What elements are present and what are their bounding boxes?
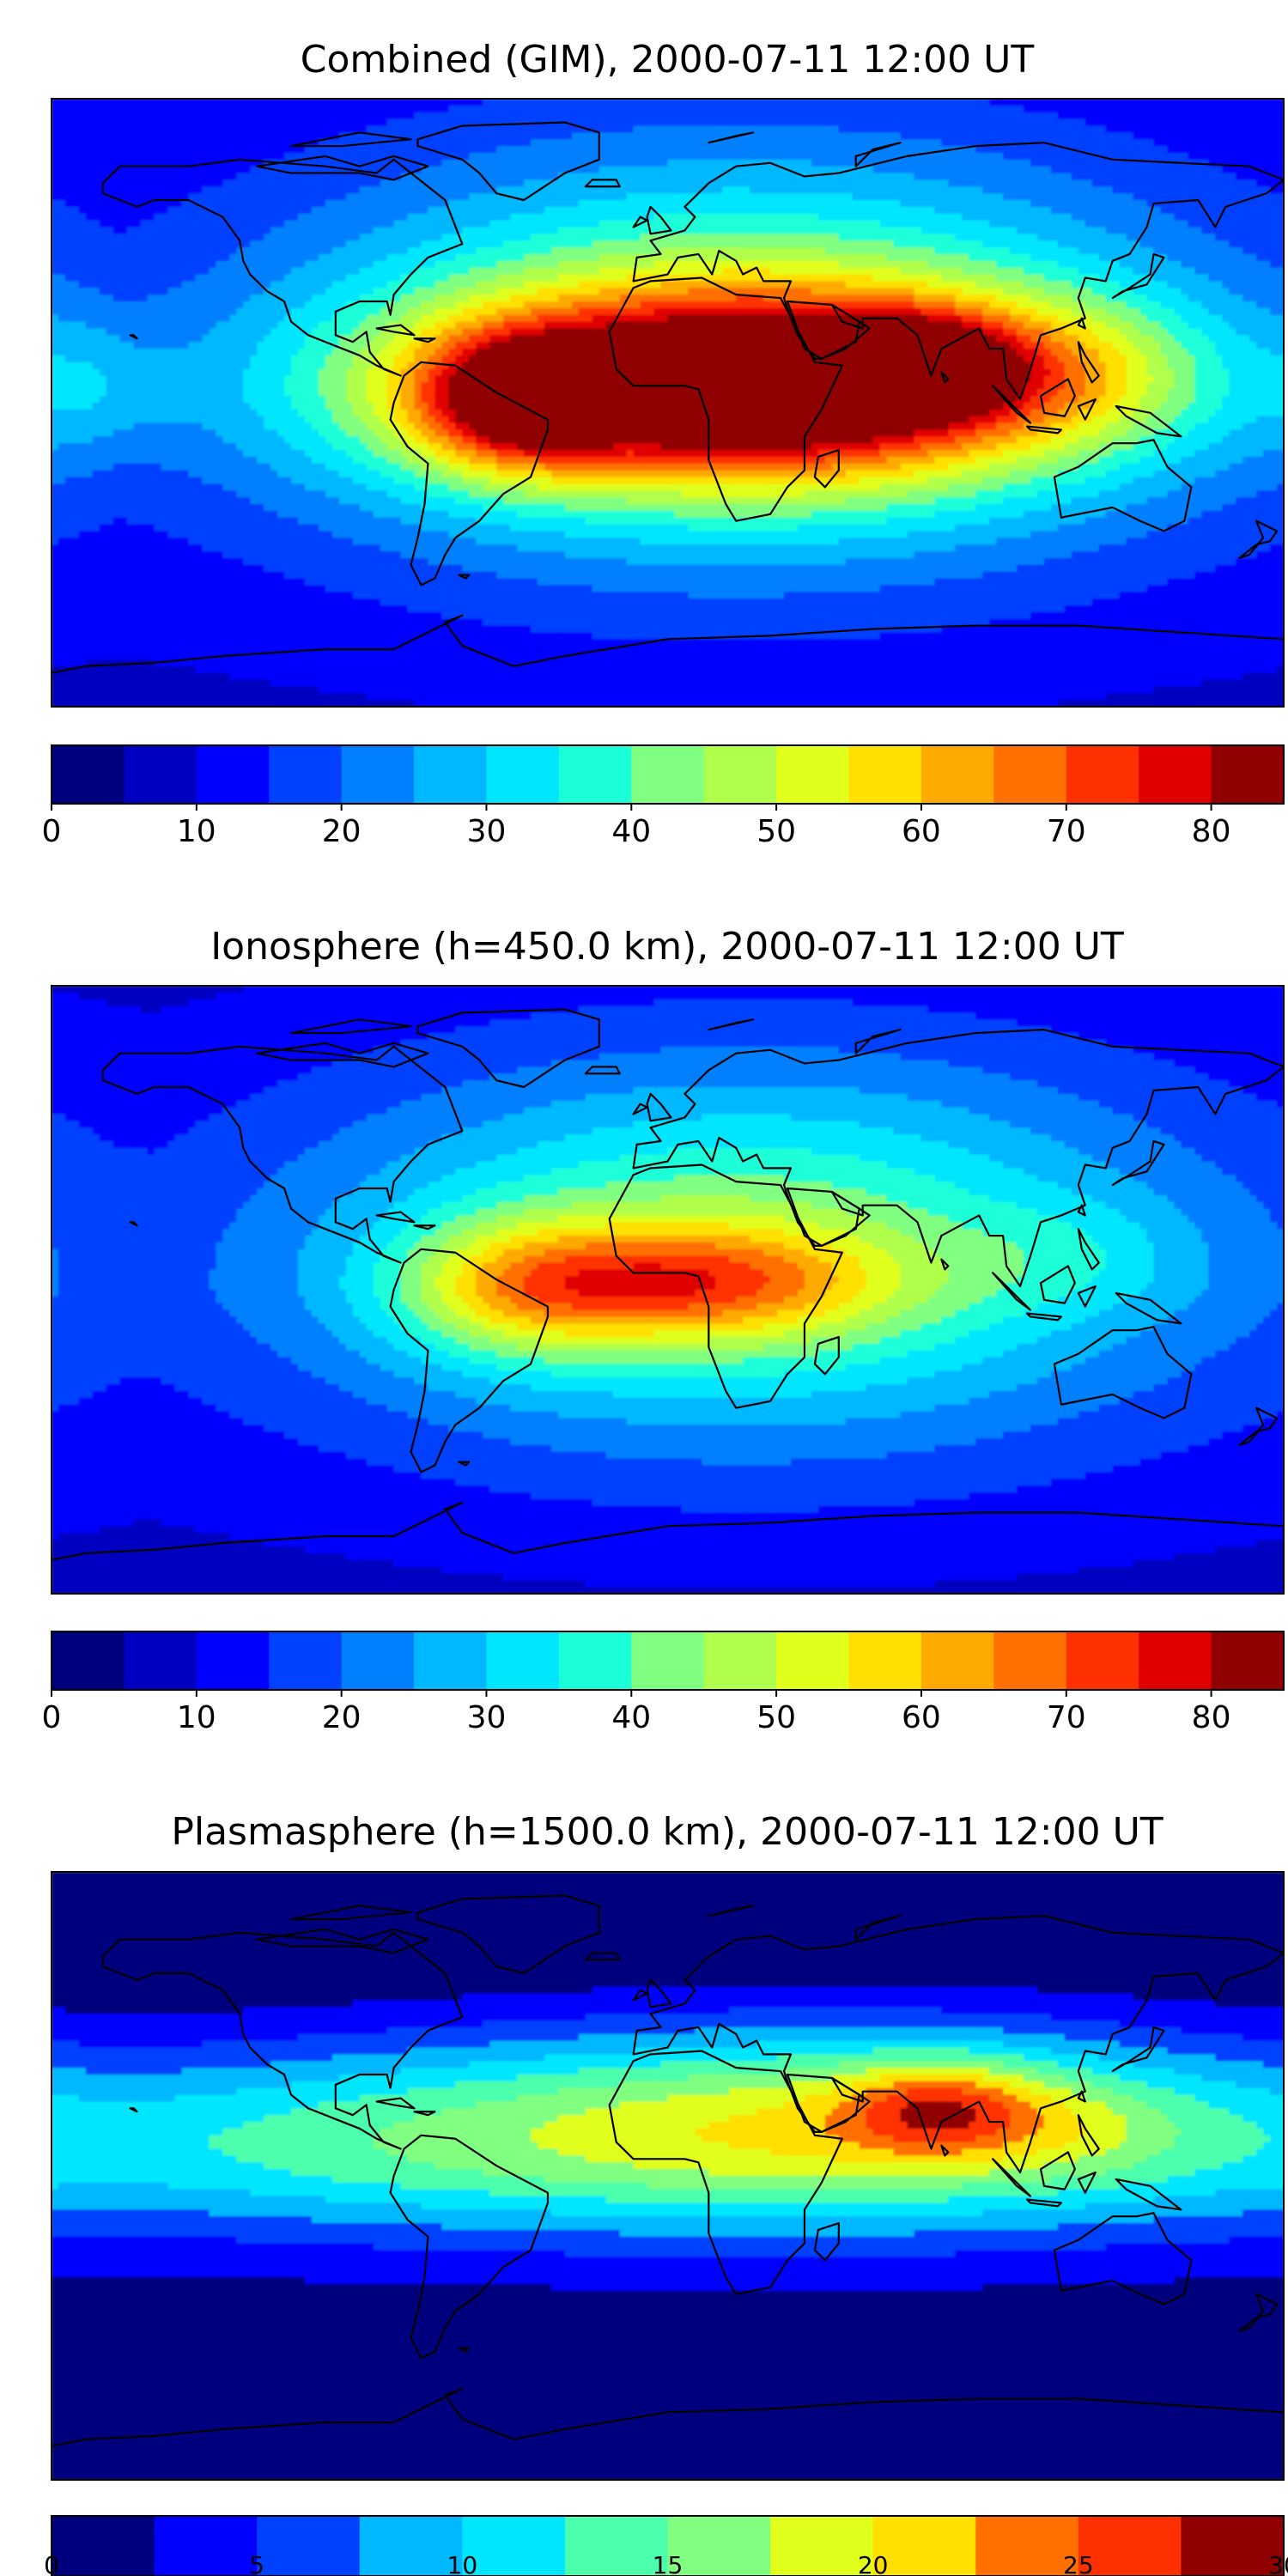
colorbar-tick-label: 30 [1268,2551,1288,2576]
colorbar-bin [257,2516,361,2576]
map-field [52,986,1284,1594]
colorbar-tick-label: 60 [902,814,941,849]
colorbar-bin [486,1631,560,1690]
panel-ionosphere: Ionosphere (h=450.0 km), 2000-07-11 12:0… [42,925,1285,1735]
colorbar-bin [703,745,777,804]
map-field [52,99,1284,707]
colorbar-frame [51,744,1285,805]
colorbar-bin [631,745,705,804]
colorbar: 0 5 10 15 20 25 30 [44,2515,1288,2576]
colorbar-bin [1066,745,1139,804]
colorbar-bin [341,1631,415,1690]
colorbar-bin [975,2516,1079,2576]
panel-combined: Combined (GIM), 2000-07-11 12:00 UT 0 10 2… [42,38,1285,849]
colorbar-tick-label: 0 [42,1700,62,1735]
colorbar-bin [1211,1631,1285,1690]
colorbar-bin [776,1631,850,1690]
colorbar-bin [124,745,197,804]
colorbar-frame [51,1631,1285,1691]
colorbar-bin [703,1631,777,1690]
colorbar-bin [993,745,1067,804]
colorbar-tick-label: 0 [42,814,62,849]
panel-title: Plasmasphere (h=1500.0 km), 2000-07-11 1… [171,1810,1163,1854]
colorbar-bin [52,1631,125,1690]
colorbar-bin [414,745,487,804]
colorbar-tick-label: 10 [177,1700,216,1735]
colorbar-tick-label: 10 [447,2551,478,2576]
colorbar-bin [486,745,560,804]
colorbar-tick-label: 10 [177,814,216,849]
colorbar-bin [154,2516,258,2576]
colorbar-bin [920,1631,994,1690]
colorbar-bin [414,1631,487,1690]
colorbar-bin [558,745,632,804]
colorbar-bin [1078,2516,1182,2576]
colorbar: 0 10 20 30 40 50 60 70 80 [42,1631,1285,1735]
colorbar-bin [872,2516,976,2576]
colorbar-tick-label: 50 [756,1700,796,1735]
colorbar-bin [564,2516,668,2576]
colorbar-tick-label: 70 [1047,1700,1086,1735]
colorbar-tick-label: 80 [1192,814,1231,849]
colorbar-bin [848,745,922,804]
colorbar-bin [776,745,850,804]
colorbar-bin [1139,745,1212,804]
colorbar-tick-label: 50 [756,814,796,849]
colorbar-bin [1139,1631,1212,1690]
panel-plasmasphere: Plasmasphere (h=1500.0 km), 2000-07-11 1… [44,1810,1288,2576]
colorbar-bin [631,1631,705,1690]
colorbar-bin [462,2516,566,2576]
map-frame [51,1871,1285,2481]
colorbar-tick-label: 40 [611,814,651,849]
panel-title: Ionosphere (h=450.0 km), 2000-07-11 12:0… [210,925,1124,969]
colorbar-bin [770,2516,874,2576]
map-field [52,1872,1284,2480]
colorbar-bin [920,745,994,804]
colorbar-bin [52,2516,155,2576]
colorbar-bin [667,2516,771,2576]
colorbar-bin [1181,2516,1285,2576]
colorbar-bin [1211,745,1285,804]
colorbar-bin [341,745,415,804]
colorbar-tick-label: 30 [467,814,507,849]
colorbar-bin [196,1631,270,1690]
colorbar-tick-label: 30 [467,1700,507,1735]
colorbar-tick-label: 20 [322,1700,361,1735]
map-frame [51,985,1285,1595]
colorbar-tick-label: 5 [249,2551,264,2576]
colorbar-bin [124,1631,197,1690]
colorbar-bin [558,1631,632,1690]
colorbar-bin [52,745,125,804]
colorbar-bin [196,745,270,804]
colorbar-tick-label: 60 [902,1700,941,1735]
colorbar-tick-label: 0 [44,2551,59,2576]
colorbar-tick-label: 70 [1047,814,1086,849]
colorbar-tick-label: 40 [611,1700,651,1735]
colorbar: 0 10 20 30 40 50 60 70 80 [42,744,1285,849]
colorbar-bin [1066,1631,1139,1690]
map-frame [51,98,1285,708]
colorbar-tick-label: 15 [653,2551,683,2576]
colorbar-tick-label: 25 [1063,2551,1094,2576]
colorbar-bin [269,1631,343,1690]
colorbar-bin [359,2516,463,2576]
colorbar-frame [51,2515,1285,2576]
colorbar-bin [269,745,343,804]
colorbar-tick-label: 80 [1192,1700,1231,1735]
colorbar-bin [993,1631,1067,1690]
colorbar-tick-label: 20 [322,814,361,849]
colorbar-tick-label: 20 [858,2551,889,2576]
colorbar-bin [848,1631,922,1690]
panel-title: Combined (GIM), 2000-07-11 12:00 UT [301,38,1035,82]
